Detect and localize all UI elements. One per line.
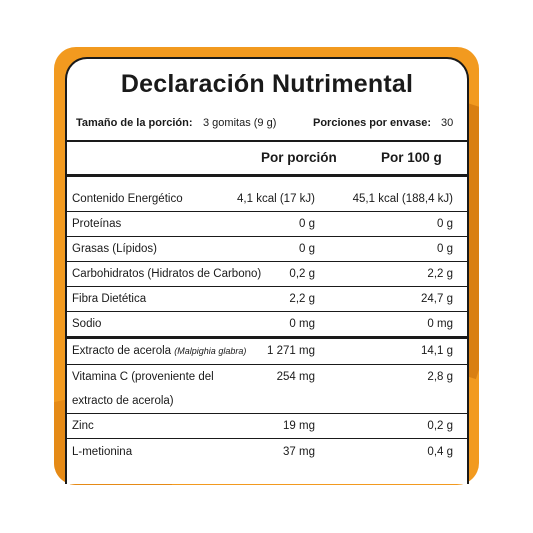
nutrient-per-serving: 19 mg — [283, 420, 315, 432]
nutrient-name: Extracto de acerola (Malpighia glabra) — [72, 345, 246, 357]
nutrient-name: Carbohidratos (Hidratos de Carbono) — [72, 268, 262, 280]
nutrient-per-serving: 37 mg — [283, 446, 315, 458]
col-header-per-serving: Por porción — [261, 150, 337, 165]
nutrient-per-serving: 0 g — [299, 243, 315, 255]
nutrition-panel — [65, 57, 469, 484]
divider-thick — [65, 336, 469, 339]
row-divider — [65, 438, 469, 439]
servings-label: Porciones por envase: — [313, 117, 431, 129]
row-divider — [65, 286, 469, 287]
nutrient-per-100g: 0 g — [437, 243, 453, 255]
nutrient-per-100g: 45,1 kcal (188,4 kJ) — [352, 193, 453, 205]
nutrient-per-100g: 14,1 g — [421, 345, 453, 357]
nutrient-per-serving: 4,1 kcal (17 kJ) — [237, 193, 315, 205]
nutrient-per-serving: 1 271 mg — [267, 345, 315, 357]
nutrient-per-serving: 0 g — [299, 218, 315, 230]
serving-size-value: 3 gomitas (9 g) — [203, 117, 277, 129]
servings-per-container: Porciones por envase: — [313, 117, 431, 129]
nutrient-name-text: Extracto de acerola — [72, 345, 172, 357]
serving-size-label: Tamaño de la porción: — [76, 117, 193, 129]
nutrient-per-100g: 0,4 g — [427, 446, 453, 458]
nutrient-per-100g: 0 mg — [427, 318, 453, 330]
nutrient-name: Contenido Energético — [72, 193, 183, 205]
nutrient-per-serving: 0 mg — [289, 318, 315, 330]
nutrient-name: Vitamina C (proveniente del — [72, 371, 214, 383]
nutrient-name: Grasas (Lípidos) — [72, 243, 158, 255]
nutrient-per-100g: 24,7 g — [421, 293, 453, 305]
nutrient-name: L-metionina — [72, 446, 133, 458]
col-header-per-100g: Por 100 g — [381, 150, 442, 165]
nutrient-per-100g: 0,2 g — [427, 420, 453, 432]
divider — [65, 140, 469, 142]
nutrient-per-serving: 0,2 g — [289, 268, 315, 280]
nutrient-name: Sodio — [72, 318, 102, 330]
nutrient-name-continued: extracto de acerola) — [72, 395, 174, 407]
nutrient-per-100g: 0 g — [437, 218, 453, 230]
nutrient-scientific-name: (Malpighia glabra) — [174, 346, 247, 356]
divider-thick — [65, 174, 469, 177]
row-divider — [65, 364, 469, 365]
nutrient-name: Proteínas — [72, 218, 122, 230]
nutrient-name: Zinc — [72, 420, 94, 432]
row-divider — [65, 211, 469, 212]
nutrient-per-100g: 2,2 g — [427, 268, 453, 280]
nutrient-name: Fibra Dietética — [72, 293, 147, 305]
nutrient-per-100g: 2,8 g — [427, 371, 453, 383]
row-divider — [65, 311, 469, 312]
serving-size: Tamaño de la porción: — [76, 117, 193, 129]
row-divider — [65, 413, 469, 414]
nutrient-per-serving: 2,2 g — [289, 293, 315, 305]
nutrient-per-serving: 254 mg — [276, 371, 315, 383]
row-divider — [65, 236, 469, 237]
label-title: Declaración Nutrimental — [120, 70, 414, 98]
servings-value: 30 — [441, 117, 454, 129]
row-divider — [65, 261, 469, 262]
